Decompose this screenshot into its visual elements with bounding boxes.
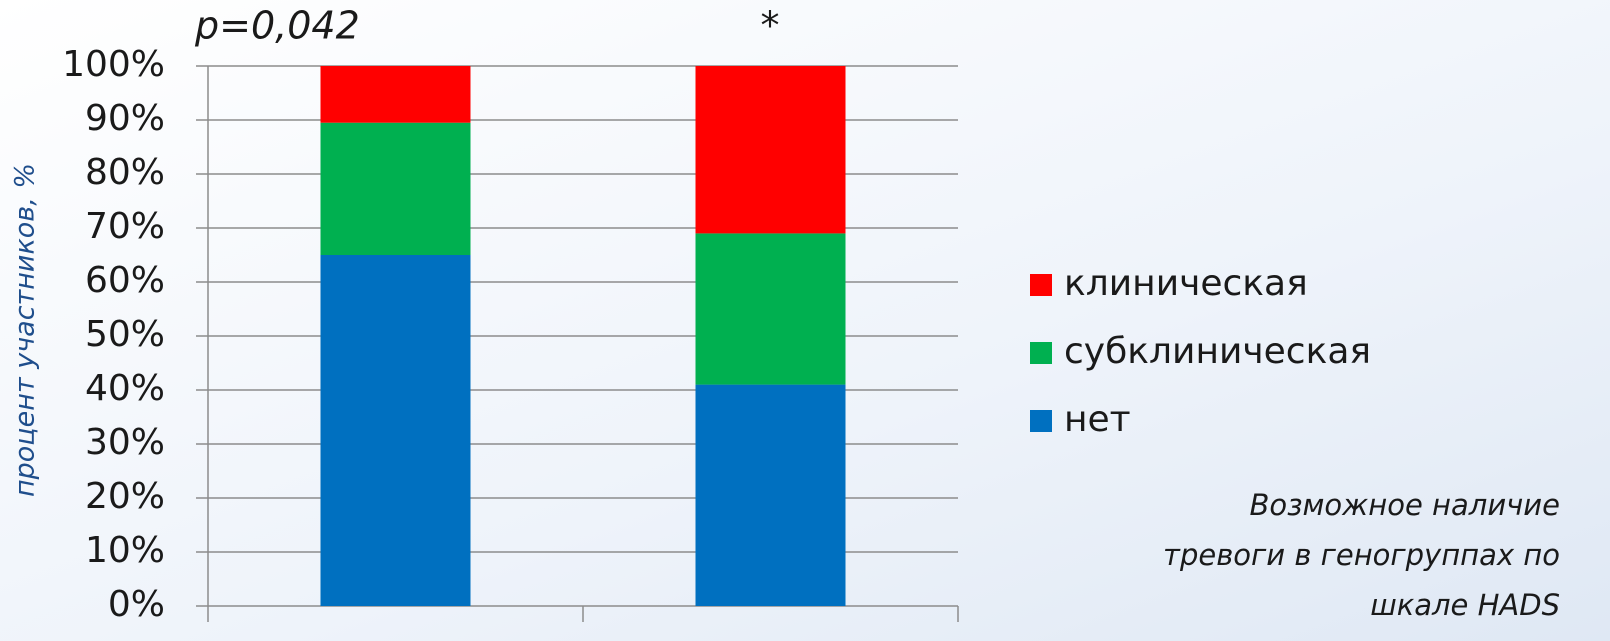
y-tick-label: 40% (85, 368, 165, 409)
y-tick-label: 0% (108, 584, 165, 625)
legend-label: нет (1064, 399, 1131, 440)
legend-swatch (1030, 410, 1052, 432)
bar-segment (320, 66, 471, 123)
significance-mark: * (761, 4, 780, 48)
legend-label: субклиническая (1064, 331, 1371, 372)
legend-swatch (1030, 342, 1052, 364)
y-tick-label: 90% (85, 98, 165, 139)
bar-segment (320, 255, 471, 606)
caption-line: Возможное наличие (1249, 488, 1560, 522)
caption-line: шкале HADS (1370, 588, 1560, 622)
y-tick-label: 20% (85, 476, 165, 517)
caption-line: тревоги в геногруппах по (1163, 538, 1560, 572)
y-tick-label: 80% (85, 152, 165, 193)
y-tick-label: 60% (85, 260, 165, 301)
y-tick-label: 100% (62, 44, 165, 85)
bar-segment (320, 122, 471, 255)
legend-swatch (1030, 274, 1052, 296)
y-tick-label: 30% (85, 422, 165, 463)
bar-segment (695, 66, 846, 234)
bar-segment (695, 233, 846, 385)
legend-label: клиническая (1064, 263, 1308, 304)
y-tick-label: 50% (85, 314, 165, 355)
y-axis-label: процент участников, % (10, 163, 41, 497)
y-tick-label: 70% (85, 206, 165, 247)
p-value: p=0,042 (194, 4, 360, 48)
y-tick-label: 10% (85, 530, 165, 571)
bar-segment (695, 384, 846, 606)
